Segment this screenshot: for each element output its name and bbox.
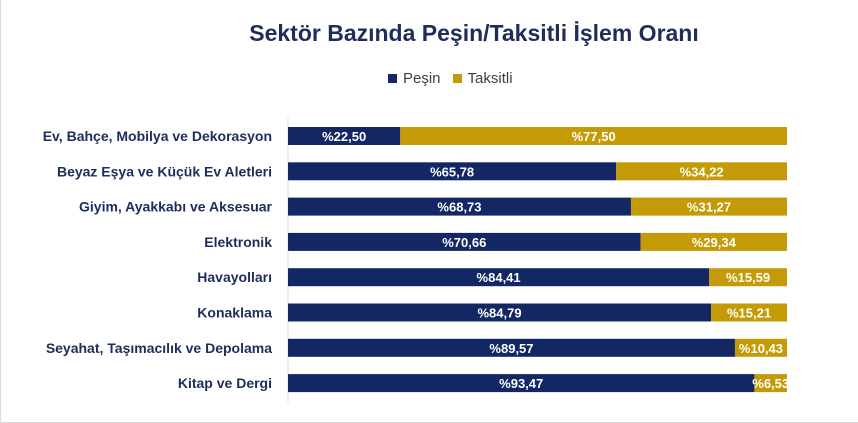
bar-pesin xyxy=(288,127,401,145)
legend-swatch-taksitli xyxy=(452,74,462,83)
bar-taksitli xyxy=(734,338,787,357)
category-label: Elektronik xyxy=(204,234,272,250)
bar-taksitli xyxy=(400,127,787,145)
bar-pesin xyxy=(288,338,735,357)
category-label: Ev, Bahçe, Mobilya ve Dekorasyon xyxy=(43,128,272,144)
data-label: %84,79 xyxy=(478,306,522,321)
data-label: %68,73 xyxy=(437,200,481,215)
data-label: %89,57 xyxy=(489,341,533,356)
bar-pesin xyxy=(288,268,710,287)
data-label: %31,27 xyxy=(687,200,731,215)
category-label: Beyaz Eşya ve Küçük Ev Aletleri xyxy=(57,163,272,179)
data-label: %65,78 xyxy=(430,164,474,179)
bar-taksitli xyxy=(711,303,787,322)
bar-pesin xyxy=(288,303,712,322)
data-label: %29,34 xyxy=(692,235,737,250)
data-label: %84,41 xyxy=(477,270,521,285)
bar-taksitli xyxy=(630,197,787,216)
category-label: Konaklama xyxy=(197,305,272,321)
legend-swatch-pesin xyxy=(388,74,397,83)
legend-item-taksitli: Taksitli xyxy=(452,70,513,87)
legend-label-taksitli: Taksitli xyxy=(467,70,513,87)
data-label: %6,53 xyxy=(752,376,789,391)
data-label: %77,50 xyxy=(572,129,616,144)
data-label: %15,59 xyxy=(726,270,770,285)
category-label: Havayolları xyxy=(197,269,272,285)
category-label: Giyim, Ayakkabı ve Aksesuar xyxy=(79,199,273,215)
bar-taksitli xyxy=(640,232,787,251)
data-label: %93,47 xyxy=(499,376,543,391)
legend: Peşin Taksitli xyxy=(388,70,525,87)
legend-item-pesin: Peşin xyxy=(388,70,441,87)
data-label: %70,66 xyxy=(442,235,486,250)
data-label: %34,22 xyxy=(680,164,724,179)
bar-pesin xyxy=(288,197,631,216)
bar-taksitli xyxy=(616,162,787,181)
data-label: %10,43 xyxy=(739,341,783,356)
bar-pesin xyxy=(288,232,641,251)
bar-pesin xyxy=(288,162,617,181)
bar-taksitli xyxy=(709,268,787,287)
category-label: Seyahat, Taşımacılık ve Depolama xyxy=(46,340,272,356)
data-label: %22,50 xyxy=(322,129,366,144)
category-label: Kitap ve Dergi xyxy=(178,375,272,391)
chart-title: Sektör Bazında Peşin/Taksitli İşlem Oran… xyxy=(249,20,699,46)
data-label: %15,21 xyxy=(727,306,771,321)
bar-pesin xyxy=(288,374,755,393)
bar-taksitli xyxy=(754,374,787,393)
legend-label-pesin: Peşin xyxy=(403,70,441,87)
